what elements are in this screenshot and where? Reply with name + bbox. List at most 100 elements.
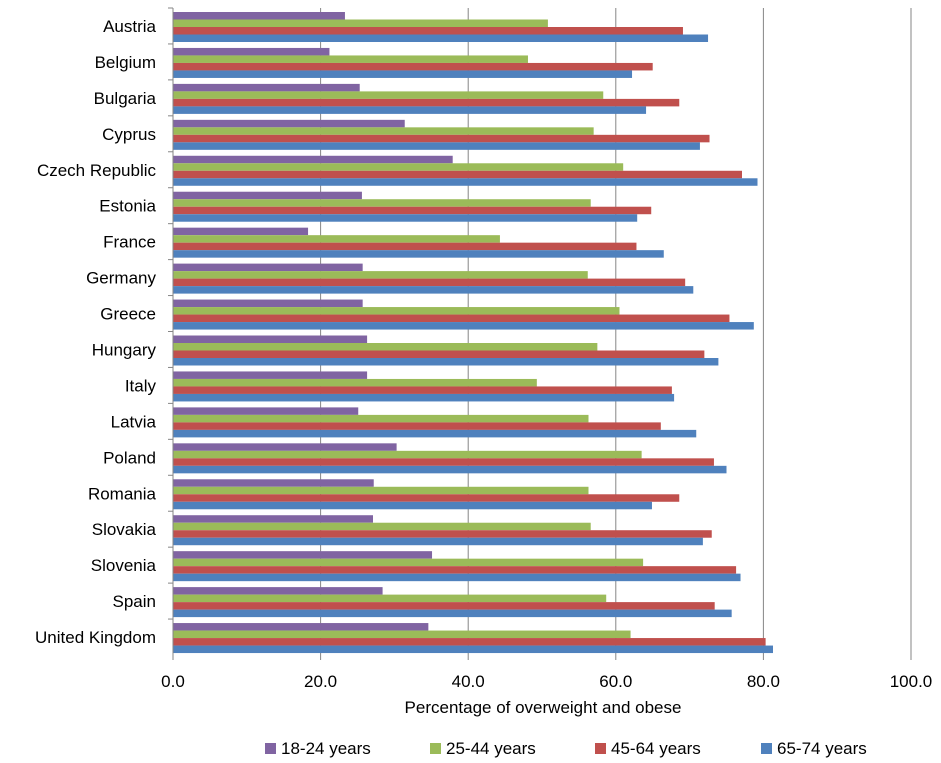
bar [173,530,712,538]
bar [173,494,680,502]
bar [173,630,631,639]
bar [173,98,680,107]
bar [173,191,362,200]
x-tick-label: 80.0 [747,672,780,691]
bar [173,386,672,394]
bar [173,371,368,379]
bar [173,443,397,451]
bar [173,142,700,150]
bar [173,250,664,258]
bar [173,307,620,315]
y-tick-label: Latvia [111,412,157,431]
bar [173,271,588,279]
bar [173,91,604,99]
y-tick-label: Poland [103,448,156,467]
x-tick-label: 60.0 [599,672,632,691]
y-tick-label: France [103,233,156,252]
bar [173,450,642,459]
y-axis-ticks: Austria Belgium Bulgaria Cyprus Czech Republ… [35,7,173,647]
y-tick-label: Estonia [99,197,156,216]
bar [173,242,637,251]
bar [173,378,537,387]
bar [173,55,528,63]
bar [173,594,607,603]
bar [173,214,638,222]
y-tick-label: Spain [113,592,156,611]
y-tick-label: Cyprus [102,125,156,144]
bar [173,12,345,20]
y-tick-label: Greece [100,305,156,324]
bar [173,83,360,92]
bar [173,522,591,531]
bar [173,119,405,128]
bar [173,501,652,510]
bar [173,343,598,351]
bar [173,299,363,308]
bar [173,515,373,523]
bar [173,566,737,574]
bar [173,623,429,631]
bar [173,314,730,323]
bar [173,47,330,56]
legend-label: 18-24 years [281,739,371,758]
bar [173,322,754,330]
bar [173,638,766,646]
bar [173,537,703,546]
x-tick-label: 40.0 [452,672,485,691]
bar [173,335,368,343]
bar [173,458,714,466]
gridlines [320,8,912,655]
bar [173,70,633,78]
y-tick-label: Romania [88,484,157,503]
x-axis-ticks: 0.0 20.0 40.0 60.0 80.0 100.0 [161,655,932,691]
bar [173,286,694,294]
bar [173,414,589,423]
legend-swatch [761,743,772,754]
bar [173,263,363,272]
x-tick-label: 20.0 [304,672,337,691]
bar [173,422,661,430]
legend-label: 45-64 years [611,739,701,758]
y-tick-label: United Kingdom [35,628,156,647]
y-tick-label: Germany [86,269,156,288]
bar [173,602,715,610]
bar [173,62,653,71]
bar [173,206,652,215]
x-tick-label: 100.0 [890,672,933,691]
bar [173,573,741,582]
bar [173,645,773,654]
bar [173,227,309,236]
bar [173,486,589,495]
bar [173,479,374,487]
y-tick-label: Hungary [92,340,157,359]
x-tick-label: 0.0 [161,672,185,691]
bar [173,34,709,42]
legend-label: 25-44 years [446,739,536,758]
bar [173,393,675,402]
legend-swatch [430,743,441,754]
y-tick-label: Slovenia [91,556,157,575]
bar [173,155,453,164]
bar [173,465,727,474]
legend-swatch [265,743,276,754]
legend: 18-24 years 25-44 years 45-64 years 65-74 y… [265,739,867,758]
bar [173,358,719,366]
legend-label: 65-74 years [777,739,867,758]
y-tick-label: Czech Republic [37,161,157,180]
bar [173,350,705,358]
bar [173,551,433,559]
y-tick-label: Slovakia [92,520,157,539]
bar [173,134,710,143]
bar [173,407,359,415]
y-tick-label: Belgium [95,53,156,72]
bar [173,235,500,243]
bar [173,106,647,114]
legend-swatch [595,743,606,754]
bar [173,199,591,207]
bar [173,170,742,179]
bar [173,609,732,618]
bars [173,12,773,654]
x-axis-title: Percentage of overweight and obese [405,698,682,717]
y-tick-label: Italy [125,376,157,395]
